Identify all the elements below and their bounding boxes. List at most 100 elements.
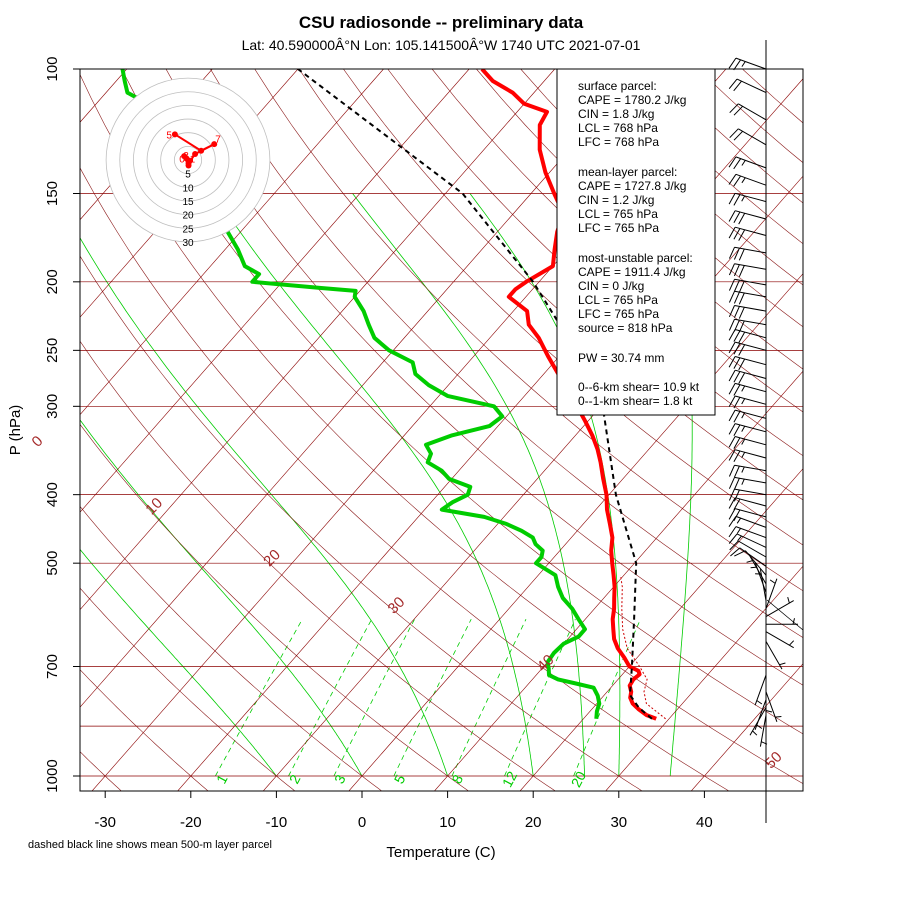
plot-frame — [79, 68, 804, 792]
hodograph-ring-label: 25 — [182, 224, 194, 235]
hodograph-point-label: 5 — [166, 130, 172, 141]
hodograph-ring — [132, 105, 243, 215]
x-tick-label: -20 — [180, 814, 202, 831]
wind-barb — [728, 226, 767, 241]
series-parcel-mean-500m-layer — [297, 69, 653, 720]
isotherm — [691, 663, 803, 791]
wind-barb — [728, 464, 767, 478]
isotherm — [519, 468, 803, 791]
wind-barb-shape — [728, 497, 767, 511]
isotherm — [80, 69, 641, 708]
wind-barb-shape — [728, 449, 767, 463]
wind-barb — [728, 515, 767, 528]
mean-lfc: LFC = 765 hPa — [578, 221, 659, 235]
hodograph-ring-label: 20 — [182, 211, 194, 222]
wind-barb-shape — [728, 210, 767, 225]
hodograph-point-label: 7 — [215, 134, 221, 145]
wind-barb-shape — [728, 156, 767, 170]
wind-barb-shape — [728, 436, 767, 449]
shear-0-6km: 0--6-km shear= 10.9 kt — [578, 380, 700, 394]
dry-adiabats — [80, 69, 803, 791]
series-dewpoint — [120, 69, 602, 719]
stats-box-frame — [556, 68, 716, 416]
surface-cin: CIN = 1.8 J/kg — [578, 107, 654, 121]
mixing-ratio-line — [451, 619, 527, 777]
isotherm — [263, 175, 803, 791]
wind-barb — [728, 449, 767, 463]
hodograph-ring-label: 10 — [182, 183, 194, 194]
dry-adiabat-label: 10 — [142, 495, 166, 519]
wind-barb-shape — [728, 526, 767, 539]
wind-barb — [728, 356, 767, 371]
dry-adiabat-label: 50 — [762, 748, 786, 772]
mu-source: source = 818 hPa — [578, 321, 673, 335]
wind-barb-shape — [728, 226, 767, 241]
mixing-ratio-label: 2 — [286, 772, 304, 787]
hodograph-ring-label: 15 — [182, 197, 194, 208]
dry-adiabat-label: 30 — [385, 594, 409, 618]
wind-barb-shape — [749, 707, 767, 736]
wind-barb — [728, 156, 767, 170]
hodograph-point-label: 0 — [179, 154, 185, 165]
wind-barb-shape — [728, 78, 767, 94]
wind-barb-shape — [728, 409, 767, 423]
wind-barb-shape — [766, 618, 798, 625]
wind-barb-shape — [728, 329, 767, 344]
surface-lcl: LCL = 768 hPa — [578, 121, 658, 135]
wind-barb — [765, 631, 795, 649]
dry-adiabat — [254, 69, 803, 592]
wind-barb-shape — [729, 103, 767, 121]
wind-barb-shape — [728, 382, 767, 396]
wind-barb-shape — [765, 596, 794, 618]
mean-lcl: LCL = 765 hPa — [578, 207, 658, 221]
wind-barb — [728, 57, 767, 71]
wind-barb — [755, 569, 767, 601]
hodograph-ring — [160, 132, 216, 188]
wind-barb — [728, 290, 767, 305]
dry-adiabat — [80, 669, 209, 791]
hodograph-point — [211, 141, 218, 148]
x-tick-label: 40 — [696, 814, 713, 831]
dry-adiabat — [476, 69, 803, 370]
y-tick-label: 200 — [44, 269, 61, 294]
wind-barb-shape — [754, 674, 767, 706]
wind-barb — [728, 497, 767, 511]
wind-barbs — [728, 40, 804, 823]
mean-cape: CAPE = 1727.8 J/kg — [578, 179, 686, 193]
wind-barb — [765, 683, 773, 716]
wind-barb-shape — [750, 562, 767, 593]
wind-barb — [728, 173, 767, 187]
wind-barb-shape — [728, 476, 767, 490]
mu-lcl: LCL = 765 hPa — [578, 293, 658, 307]
x-axis-ticks: -30 -20 -10 0 10 20 30 40 — [94, 791, 713, 831]
wind-barb — [750, 562, 767, 593]
wind-barb — [728, 526, 767, 539]
wind-barb — [728, 508, 767, 521]
wind-barb-shape — [728, 533, 767, 548]
hodograph-point-label: 1 — [190, 154, 196, 165]
wind-barb — [765, 691, 782, 722]
wind-barb-shape — [728, 305, 767, 319]
mu-cin: CIN = 0 J/kg — [578, 279, 644, 293]
wind-barb-shape — [754, 699, 767, 730]
wind-barb-shape — [728, 395, 767, 409]
wind-barb — [728, 395, 767, 409]
x-tick-label: -30 — [94, 814, 116, 831]
hodograph-ring — [146, 118, 230, 202]
hodograph-point — [192, 150, 199, 157]
wind-barb — [766, 618, 798, 625]
mixing-ratio-line — [333, 619, 415, 777]
wind-barb-shape — [728, 369, 767, 384]
wind-barb-shape — [728, 318, 767, 333]
hodograph-ring — [105, 77, 271, 243]
wind-barb — [728, 341, 767, 356]
isotherm — [80, 69, 470, 513]
wind-barb-shape — [728, 192, 767, 206]
wind-barb — [754, 699, 767, 730]
isotherm — [80, 69, 555, 611]
wind-barb — [765, 578, 778, 609]
moist-adiabat — [80, 419, 363, 777]
mixing-ratio-line — [393, 619, 472, 777]
wind-barb-shape — [728, 278, 767, 293]
x-tick-label: 10 — [439, 814, 456, 831]
